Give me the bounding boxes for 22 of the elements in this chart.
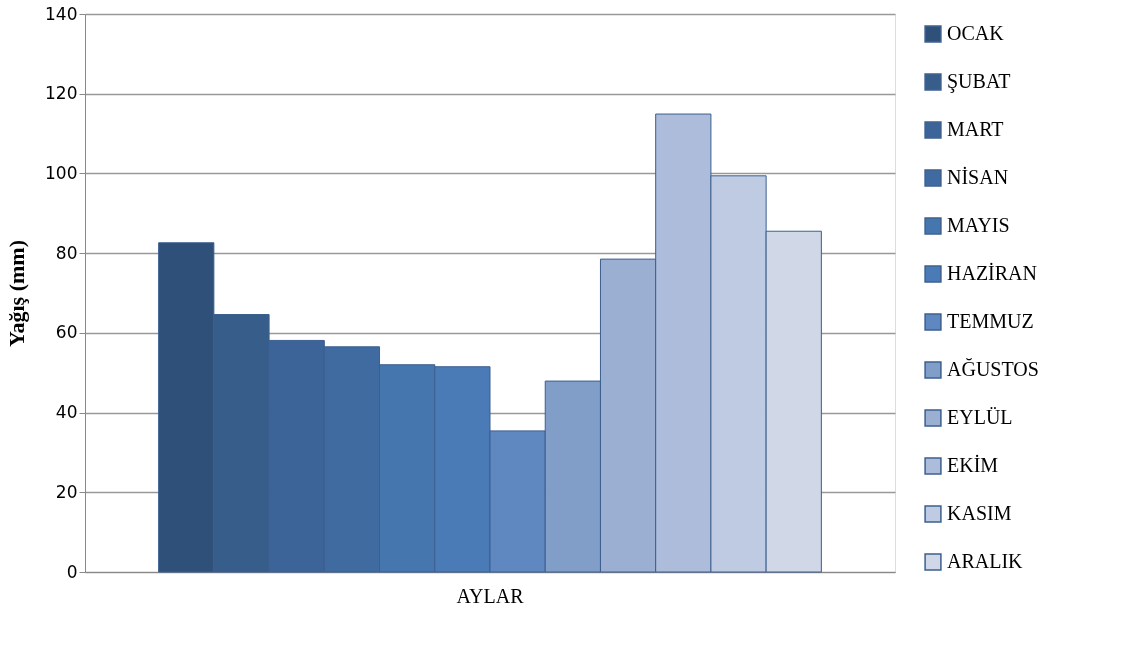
legend-label: MART — [947, 118, 1004, 140]
y-tick-label: 80 — [55, 242, 78, 263]
y-tick-label: 140 — [45, 3, 78, 24]
y-tick-label: 20 — [55, 481, 78, 502]
legend-label: ŞUBAT — [947, 70, 1011, 93]
legend-label: EKİM — [947, 454, 999, 476]
y-tick-label: 0 — [66, 561, 78, 582]
legend-label: HAZİRAN — [947, 262, 1037, 284]
legend-label: TEMMUZ — [947, 310, 1034, 332]
legend-label: KASIM — [947, 502, 1012, 524]
legend-label: NİSAN — [947, 166, 1009, 188]
y-tick-label: 60 — [55, 322, 78, 343]
legend-label: AĞUSTOS — [947, 358, 1039, 380]
legend-label: MAYIS — [947, 214, 1010, 236]
y-tick-label: 120 — [45, 83, 78, 104]
y-tick-label: 40 — [55, 402, 78, 423]
legend-label: OCAK — [947, 22, 1005, 44]
legend-label: EYLÜL — [947, 406, 1013, 428]
y-tick-label: 100 — [45, 162, 78, 183]
y-axis-title: Yağış (mm) — [4, 240, 30, 347]
x-tick-label: AYLAR — [456, 584, 525, 607]
legend-label: ARALIK — [947, 550, 1024, 572]
